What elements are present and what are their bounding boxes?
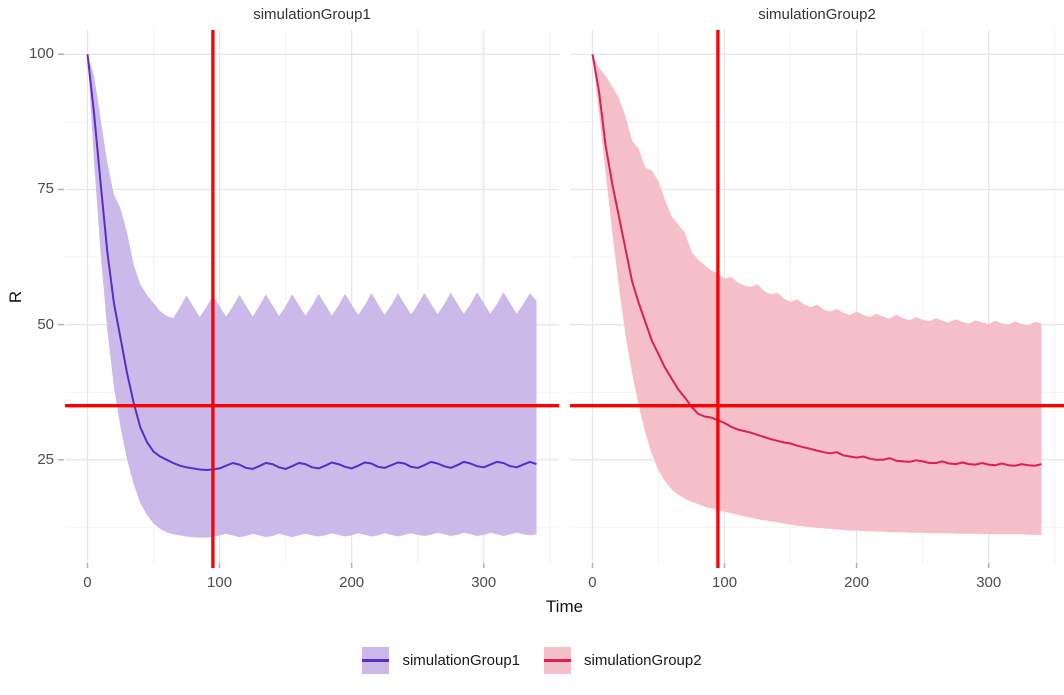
y-axis-ticks xyxy=(58,53,64,461)
legend-key-line-2 xyxy=(544,659,571,662)
legend: simulationGroup1 simulationGroup2 xyxy=(0,647,1064,674)
legend-label-1: simulationGroup1 xyxy=(402,652,520,669)
facet-strip-2: simulationGroup2 xyxy=(758,6,876,23)
legend-entry-2: simulationGroup2 xyxy=(544,647,702,674)
x-tick-label: 200 xyxy=(844,574,870,591)
legend-label-2: simulationGroup2 xyxy=(584,652,702,669)
y-tick-label: 75 xyxy=(37,180,54,198)
facet-panel-svg-1 xyxy=(65,30,559,568)
y-tick-label: 25 xyxy=(37,450,54,468)
x-tick-label: 100 xyxy=(712,574,738,591)
x-tick-label: 300 xyxy=(471,574,497,591)
x-tick-label: 100 xyxy=(207,574,233,591)
legend-key-line-1 xyxy=(362,659,390,662)
x-tick-label: 0 xyxy=(588,574,597,591)
y-tick-label: 100 xyxy=(28,45,54,63)
facet-panel-svg-2 xyxy=(570,30,1064,568)
x-axis-title: Time xyxy=(545,597,584,616)
x-tick-label: 300 xyxy=(976,574,1002,591)
y-tick-label: 50 xyxy=(37,315,54,333)
x-tick-label: 200 xyxy=(339,574,365,591)
legend-key-swatch-1 xyxy=(362,647,390,674)
legend-entry-1: simulationGroup1 xyxy=(362,647,520,674)
y-axis-title: R xyxy=(6,290,25,303)
x-tick-label: 0 xyxy=(83,574,92,591)
facet-strip-1: simulationGroup1 xyxy=(253,6,371,23)
legend-key-swatch-2 xyxy=(544,647,571,674)
